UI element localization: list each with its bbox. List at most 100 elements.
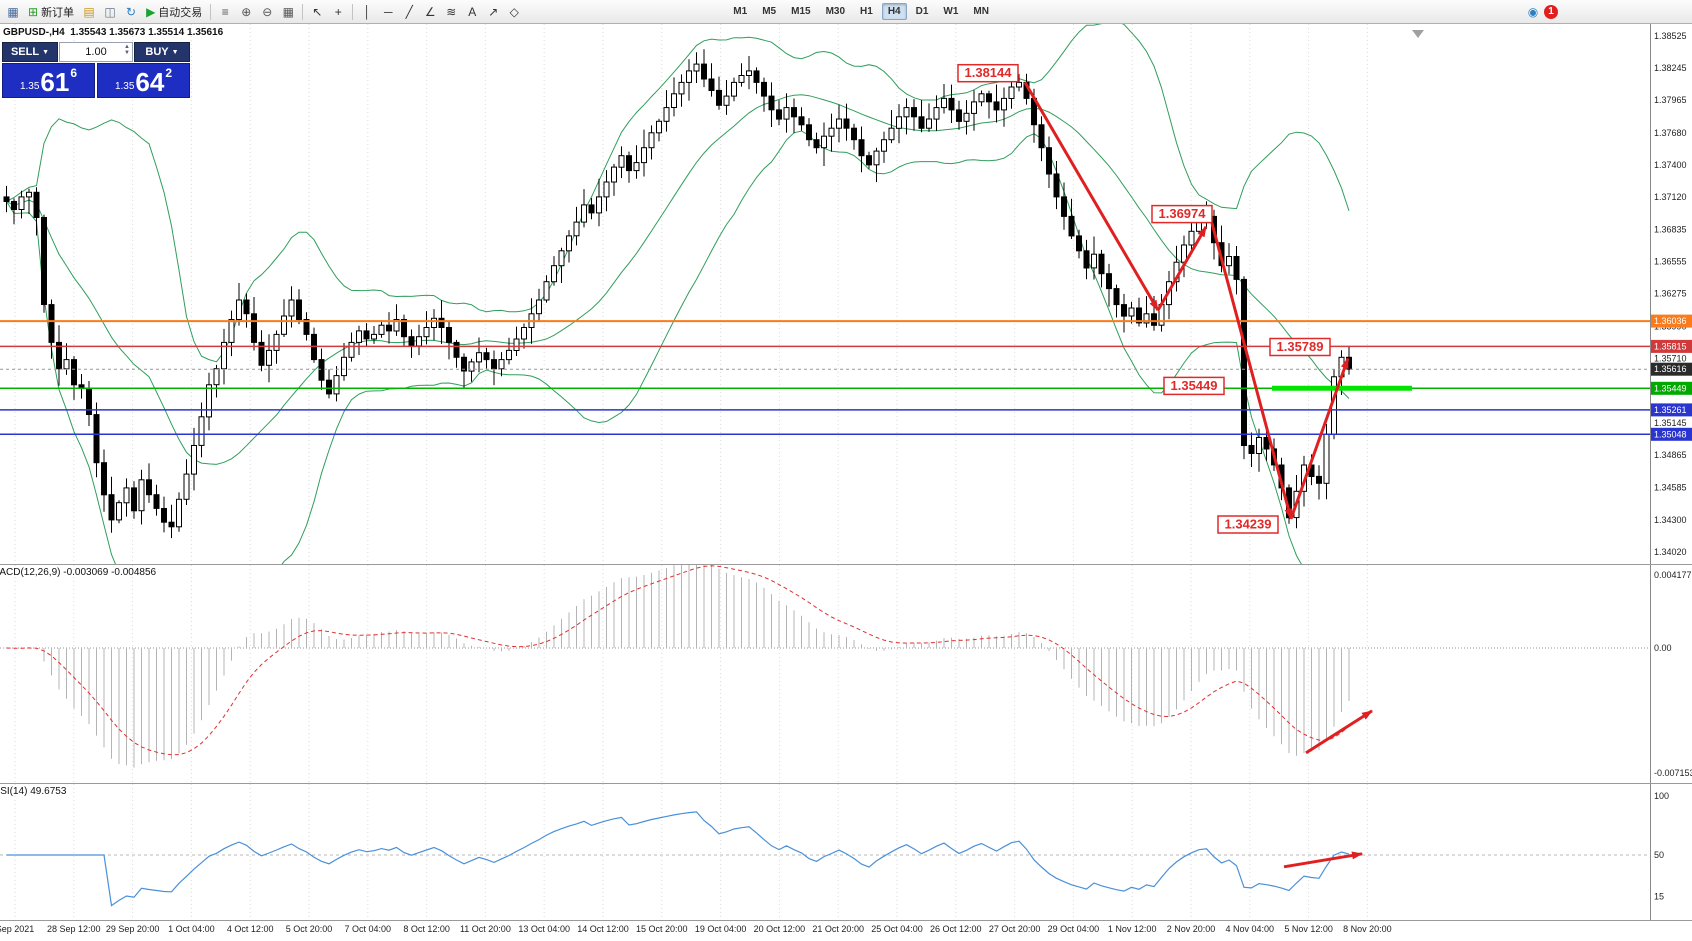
time-label: 8 Nov 20:00 [1343, 924, 1392, 934]
time-label: 11 Oct 20:00 [459, 924, 511, 934]
search-icon[interactable]: ◉ [1523, 2, 1543, 22]
macd-signal-line [6, 565, 1350, 756]
time-label: 29 Sep 20:00 [105, 924, 160, 934]
refresh-icon[interactable]: ↻ [121, 2, 141, 22]
grid-lines [14, 24, 1368, 564]
macd-arrow-annotation[interactable] [1305, 709, 1373, 755]
arrows-tool-icon[interactable]: ↗ [483, 2, 503, 22]
price-axis[interactable]: 1.38525 1.38245 1.37965 1.37680 1.37400 1.371… [1651, 31, 1692, 557]
timeframe-mn-button[interactable]: MN [967, 3, 995, 20]
indicators-icon: ≡ [221, 4, 229, 19]
svg-text:1.35815: 1.35815 [1654, 341, 1687, 351]
sell-dropdown-icon[interactable]: ▼ [42, 48, 50, 56]
macd-canvas[interactable]: 0.004177 0.00 -0.007153 [0, 565, 1692, 783]
price-annotations[interactable]: 1.38144 1.36974 1.35789 1.35449 1.34239 [957, 63, 1331, 534]
shapes-icon[interactable]: ◇ [504, 2, 524, 22]
zoom-out-icon[interactable]: ⊖ [257, 2, 277, 22]
time-axis[interactable]: Sep 2021 28 Sep 12:00 29 Sep 20:00 1 Oct 04… [0, 920, 1692, 939]
price-badge [1651, 381, 1692, 395]
rsi-arrow-annotation[interactable] [1283, 851, 1363, 869]
toolbar-button-label: 新订单 [41, 6, 75, 19]
timeframe-h1-button[interactable]: H1 [854, 3, 879, 20]
grid-lines [14, 565, 1368, 783]
trend-arrows[interactable] [1023, 81, 1350, 520]
price-chart-canvas[interactable]: 1.38144 1.36974 1.35789 1.35449 1.34239 1.385… [0, 24, 1692, 564]
time-label: 25 Oct 04:00 [871, 924, 923, 934]
timeframe-m15-button[interactable]: M15 [785, 3, 816, 20]
trendline-icon[interactable]: ╱ [399, 2, 419, 22]
ask-price-panel[interactable]: 1.35 64 2 [97, 63, 190, 98]
timeframe-d1-button[interactable]: D1 [910, 3, 935, 20]
svg-text:1.35261: 1.35261 [1654, 405, 1687, 415]
timeframe-m30-button[interactable]: M30 [820, 3, 851, 20]
svg-text:100: 100 [1654, 791, 1669, 801]
svg-text:1.36555: 1.36555 [1654, 257, 1687, 267]
toolbar: ▦ ⊞ 新订单 ▤ ◫ ↻ ▶ 自动交易 ≡ ⊕ ⊖ ▦ ↖ + │ ─ ╱ ∠ ≋ A ↗ ◇ M1 M5 M15 M30 H1 H… [0, 0, 1692, 24]
candlestick-series[interactable] [3, 49, 1352, 539]
fibonacci-icon[interactable]: ≋ [441, 2, 461, 22]
vertical-line-icon[interactable]: │ [357, 2, 377, 22]
profiles-icon[interactable]: ◫ [100, 2, 120, 22]
chart-window-icon[interactable]: ▤ [79, 2, 99, 22]
indicators-icon[interactable]: ≡ [215, 2, 235, 22]
svg-text:1.34865: 1.34865 [1654, 450, 1687, 460]
volume-increase-icon[interactable]: ▲ [124, 44, 130, 50]
zoom-out-icon: ⊖ [262, 4, 273, 19]
cursor-icon[interactable]: ↖ [307, 2, 327, 22]
price-badge [1651, 362, 1692, 376]
volume-decrease-icon[interactable]: ▼ [124, 50, 130, 56]
svg-text:1.34239: 1.34239 [1225, 517, 1272, 532]
zoom-in-icon: ⊕ [241, 4, 252, 19]
timeframe-m1-button[interactable]: M1 [727, 3, 753, 20]
rsi-panel[interactable]: 100 50 15 RSI(14) 49.6753 [0, 783, 1692, 920]
tile-windows-icon[interactable]: ▦ [278, 2, 298, 22]
volume-spinner[interactable]: ▲ ▼ [124, 44, 130, 56]
notification-badge[interactable]: 1 [1544, 4, 1558, 19]
svg-text:50: 50 [1654, 850, 1664, 860]
bid-price-prefix: 1.35 [19, 81, 40, 92]
crosshair-icon[interactable]: + [328, 2, 348, 22]
svg-text:-0.007153: -0.007153 [1654, 768, 1692, 778]
timeframe-w1-button[interactable]: W1 [937, 3, 964, 20]
volume-input[interactable]: 1.00 ▲ ▼ [59, 42, 133, 62]
zoom-in-icon[interactable]: ⊕ [236, 2, 256, 22]
time-label: 14 Oct 12:00 [577, 924, 629, 934]
time-label: 4 Oct 12:00 [226, 924, 274, 934]
arrows-tool-icon: ↗ [488, 4, 499, 19]
shapes-icon: ◇ [509, 4, 519, 19]
svg-text:0.00: 0.00 [1654, 643, 1672, 653]
price-badge [1651, 314, 1692, 328]
bid-price-panel[interactable]: 1.35 61 6 [2, 63, 95, 98]
chart-shift-marker[interactable] [1412, 30, 1424, 38]
channel-icon[interactable]: ∠ [420, 2, 440, 22]
buy-button[interactable]: BUY ▼ [134, 42, 190, 62]
svg-text:1.35145: 1.35145 [1654, 418, 1687, 428]
toolbar-separator [210, 3, 212, 20]
timeframe-h4-button[interactable]: H4 [881, 3, 907, 20]
tile-windows-icon: ▦ [282, 4, 294, 19]
time-label: 26 Oct 12:00 [930, 924, 982, 934]
time-label: 5 Oct 20:00 [285, 924, 333, 934]
timeframe-m5-button[interactable]: M5 [756, 3, 782, 20]
horizontal-level-lines[interactable] [0, 320, 1650, 436]
toolbar-separator [302, 3, 304, 20]
text-icon[interactable]: A [462, 2, 482, 22]
autotrade-button[interactable]: ▶ 自动交易 [142, 2, 206, 22]
sell-button[interactable]: SELL ▼ [2, 42, 58, 62]
time-label: 29 Oct 04:00 [1047, 924, 1100, 934]
new-order-button[interactable]: ⊞ 新订单 [24, 2, 78, 22]
channel-icon: ∠ [424, 4, 436, 19]
ask-price-main: 64 [135, 67, 165, 97]
rsi-canvas[interactable]: 100 50 15 [0, 784, 1692, 920]
new-chart-icon[interactable]: ▦ [3, 2, 23, 22]
buy-label: BUY [145, 46, 169, 58]
price-chart-panel[interactable]: 1.38144 1.36974 1.35789 1.35449 1.34239 1.385… [0, 24, 1692, 564]
chart-window-icon: ▤ [83, 4, 95, 19]
buy-dropdown-icon[interactable]: ▼ [171, 48, 179, 56]
svg-text:1.35616: 1.35616 [1654, 364, 1687, 374]
macd-panel[interactable]: 0.004177 0.00 -0.007153 MACD(12,26,9) -0.0… [0, 564, 1692, 783]
horizontal-line-icon[interactable]: ─ [378, 2, 398, 22]
time-label: 27 Oct 20:00 [988, 924, 1041, 934]
cursor-icon: ↖ [312, 4, 323, 19]
